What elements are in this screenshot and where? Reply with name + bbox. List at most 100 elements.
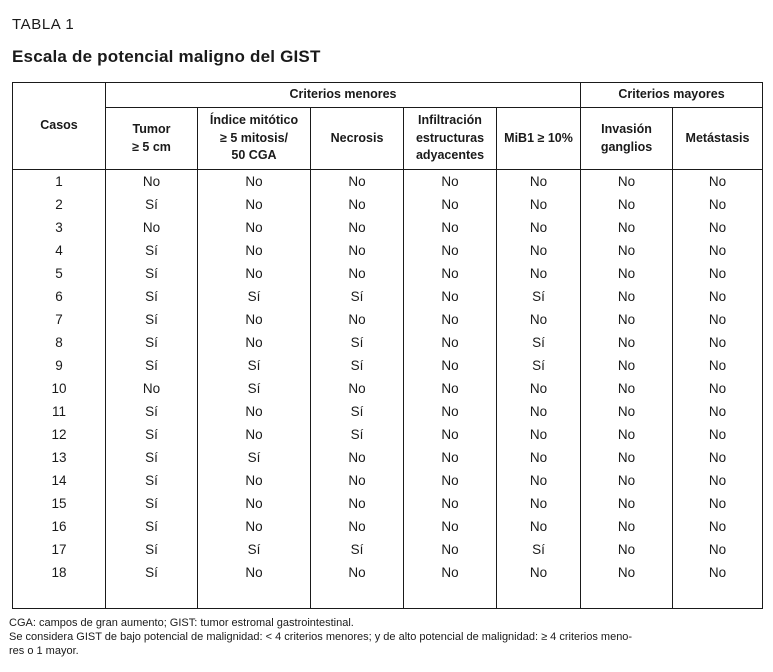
header-indice-mitotico: Índice mitótico ≥ 5 mitosis/ 50 CGA [197, 107, 311, 170]
table-row: 12 Sí No Sí No No No No [12, 423, 764, 446]
cell-necrosis: Sí [310, 400, 404, 423]
footnote-criteria-line1: Se considera GIST de bajo potencial de m… [9, 631, 633, 643]
table-body: 1 No No No No No No No 2 Sí No No No No [12, 169, 764, 609]
cell-necrosis: No [310, 446, 404, 469]
cell-tumor: Sí [105, 538, 198, 561]
cell-metastasis: No [672, 354, 764, 377]
cell-mib1: No [495, 446, 582, 469]
cell-infiltracion: No [403, 469, 497, 492]
cell-tumor: Sí [105, 492, 198, 515]
cell-necrosis: Sí [310, 354, 404, 377]
cell-mib1: Sí [495, 331, 582, 354]
cell-tumor: No [105, 216, 198, 239]
table-row: 14 Sí No No No No No No [12, 469, 764, 492]
cell-infiltracion: No [403, 308, 497, 331]
cell-tumor: Sí [105, 331, 198, 354]
table-row: 8 Sí No Sí No Sí No No [12, 331, 764, 354]
table-row: 2 Sí No No No No No No [12, 193, 764, 216]
cell-mib1: No [495, 169, 582, 193]
cell-necrosis: No [310, 239, 404, 262]
cell-invasion-ganglios: No [580, 308, 674, 331]
cell-tumor: Sí [105, 400, 198, 423]
table-row: 5 Sí No No No No No No [12, 262, 764, 285]
cell-necrosis: Sí [310, 331, 404, 354]
table-row: 17 Sí Sí Sí No Sí No No [12, 538, 764, 561]
cell-mib1: No [495, 492, 582, 515]
header-metastasis: Metástasis [672, 107, 764, 170]
cell-infiltracion: No [403, 285, 497, 308]
cell-infiltracion: No [403, 169, 497, 193]
table-header: Casos Criterios menores Criterios mayore… [12, 82, 764, 170]
cell-mib1: Sí [495, 538, 582, 561]
cell-invasion-ganglios: No [580, 515, 674, 538]
cell-metastasis: No [672, 216, 764, 239]
cell-mib1: No [495, 469, 582, 492]
cell-necrosis: No [310, 515, 404, 538]
cell-tumor: Sí [105, 308, 198, 331]
cell-invasion-ganglios: No [580, 400, 674, 423]
cell-tumor: Sí [105, 193, 198, 216]
cell-metastasis: No [672, 169, 764, 193]
cell-indice-mitotico: Sí [197, 446, 311, 469]
cell-indice-mitotico: Sí [197, 354, 311, 377]
cell-infiltracion: No [403, 492, 497, 515]
cell-infiltracion: No [403, 331, 497, 354]
table-row: 18 Sí No No No No No No [12, 561, 764, 609]
cell-necrosis: No [310, 169, 404, 193]
cell-indice-mitotico: No [197, 561, 311, 609]
cell-infiltracion: No [403, 400, 497, 423]
cell-metastasis: No [672, 308, 764, 331]
cell-infiltracion: No [403, 515, 497, 538]
cell-caso: 7 [12, 308, 106, 331]
header-mib1: MiB1 ≥ 10% [495, 107, 582, 170]
cell-mib1: No [495, 561, 582, 609]
table-row: 3 No No No No No No No [12, 216, 764, 239]
cell-invasion-ganglios: No [580, 239, 674, 262]
table-label: TABLA 1 [12, 16, 75, 33]
table-row: 1 No No No No No No No [12, 169, 764, 193]
cell-invasion-ganglios: No [580, 169, 674, 193]
table-row: 10 No Sí No No No No No [12, 377, 764, 400]
cell-metastasis: No [672, 377, 764, 400]
header-criterios-mayores: Criterios mayores [580, 82, 764, 108]
table-row: 9 Sí Sí Sí No Sí No No [12, 354, 764, 377]
table-row: 7 Sí No No No No No No [12, 308, 764, 331]
cell-tumor: Sí [105, 446, 198, 469]
cell-caso: 11 [12, 400, 106, 423]
cell-mib1: Sí [495, 354, 582, 377]
cell-necrosis: No [310, 469, 404, 492]
cell-mib1: Sí [495, 285, 582, 308]
cell-necrosis: No [310, 193, 404, 216]
cell-mib1: No [495, 239, 582, 262]
cell-tumor: Sí [105, 469, 198, 492]
cell-caso: 6 [12, 285, 106, 308]
cell-invasion-ganglios: No [580, 561, 674, 609]
cell-caso: 10 [12, 377, 106, 400]
header-infiltracion: Infiltración estructuras adyacentes [403, 107, 497, 170]
cell-invasion-ganglios: No [580, 285, 674, 308]
cell-tumor: Sí [105, 239, 198, 262]
cell-infiltracion: No [403, 446, 497, 469]
cell-metastasis: No [672, 423, 764, 446]
cell-caso: 14 [12, 469, 106, 492]
cell-metastasis: No [672, 331, 764, 354]
cell-necrosis: No [310, 492, 404, 515]
cell-mib1: No [495, 216, 582, 239]
cell-metastasis: No [672, 239, 764, 262]
cell-necrosis: No [310, 308, 404, 331]
cell-caso: 15 [12, 492, 106, 515]
cell-tumor: Sí [105, 561, 198, 609]
cell-invasion-ganglios: No [580, 446, 674, 469]
cell-tumor: Sí [105, 423, 198, 446]
header-invasion-ganglios: Invasión ganglios [580, 107, 674, 170]
table-row: 13 Sí Sí No No No No No [12, 446, 764, 469]
cell-infiltracion: No [403, 538, 497, 561]
cell-tumor: Sí [105, 262, 198, 285]
cell-indice-mitotico: No [197, 193, 311, 216]
footnote-criteria-line2: res o 1 mayor. [9, 645, 79, 657]
cell-caso: 18 [12, 561, 106, 609]
cell-invasion-ganglios: No [580, 492, 674, 515]
page: TABLA 1 Escala de potencial maligno del … [9, 16, 764, 657]
cell-necrosis: Sí [310, 538, 404, 561]
sub-header-row: Tumor ≥ 5 cm Índice mitótico ≥ 5 mitosis… [13, 107, 764, 170]
